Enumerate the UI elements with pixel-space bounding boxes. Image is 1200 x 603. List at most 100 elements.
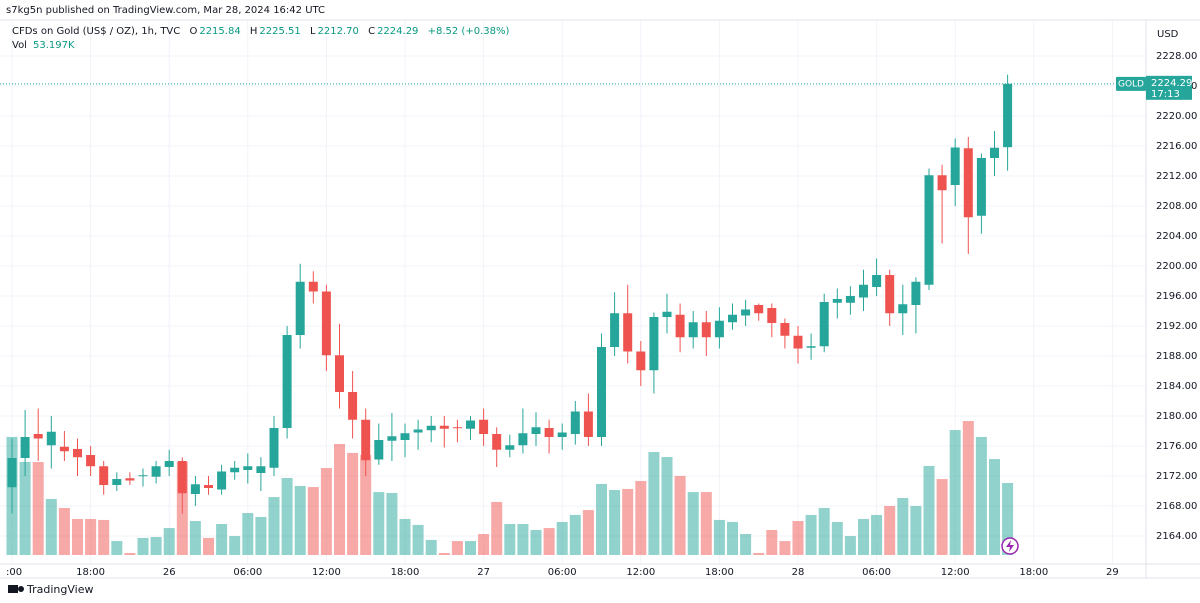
volume-bar [98,519,110,555]
currency: USD [1157,29,1179,40]
legend-row: CFDs on Gold (US$ / OZ), 1h, TVC O 2215.8… [12,26,515,37]
volume-bar [740,534,752,555]
candle-body [452,427,462,429]
candle-body [282,335,292,428]
volume-bar [451,541,463,555]
x-tick-label: :00 [6,567,22,578]
volume-bar [111,541,123,555]
candle-body [623,313,633,352]
candle-body [400,433,410,440]
logo-icon [8,585,24,593]
volume-bar [569,514,581,555]
volume-bar [19,462,31,555]
candle-body [492,434,502,450]
y-tick-label: 2212.00 [1156,171,1197,182]
candle-body [125,478,135,481]
candle-body [963,148,973,218]
candle-body [557,432,567,437]
candle-body [819,302,829,347]
last-price: 2224.29 [1151,78,1192,89]
x-tick-label: 26 [163,567,176,578]
candle-body [439,425,449,429]
candle-body [46,431,56,446]
candle-body [898,304,908,314]
volume-bar [307,487,319,555]
candle-body [583,411,593,437]
candle-body [243,466,253,470]
volume-bar [648,451,660,555]
volume-bar [137,537,149,555]
candle-body [636,351,646,371]
x-tick-label: 18:00 [391,567,420,578]
candle-body [230,467,240,473]
candle-body [505,445,515,450]
volume-bar [635,480,647,555]
candle-body [73,449,82,458]
volume-bar [831,521,843,555]
volume-bar [700,492,712,555]
candle-body [570,411,580,434]
x-tick-label: 18:00 [76,567,105,578]
x-tick-label: 29 [1106,567,1119,578]
y-tick-label: 2208.00 [1156,201,1197,212]
volume-bar [386,493,398,555]
volume-bar [255,516,267,555]
y-tick-label: 2204.00 [1156,231,1197,242]
ohlc-label: C [368,26,376,37]
volume-bar [320,467,332,555]
y-tick-label: 2192.00 [1156,321,1197,332]
candle-body [361,419,371,461]
volume-bar [923,465,935,555]
volume-bar [949,430,961,555]
candle-body [112,479,122,485]
candle-body [20,437,30,458]
volume-bar [189,521,201,555]
volume-legend: Vol 53.197K [12,40,81,51]
candle-body [950,147,960,185]
y-tick-label: 2176.00 [1156,441,1197,452]
volume-bar [910,506,922,555]
volume-bar [609,490,621,555]
candle-body [911,281,921,305]
x-tick-label: 06:00 [548,567,577,578]
y-tick-label: 2200.00 [1156,261,1197,272]
candle-body [990,147,999,158]
ohlc-value: 2215.84 [199,26,241,37]
alert-icon[interactable] [1001,537,1019,555]
volume-bar [622,488,634,555]
ohlc-value: 2225.51 [259,26,301,37]
ticker-tag [1116,76,1146,91]
volume-bar [884,506,896,555]
candle-body [138,475,148,477]
y-tick-label: 2220.00 [1156,111,1197,122]
volume-bar [85,518,97,555]
volume-bar [687,492,699,555]
candle-body [466,420,475,429]
grid [0,20,1146,564]
volume-bar [491,501,503,555]
candle-body [217,471,227,490]
volume-bar [32,462,44,555]
y-tick-label: 2188.00 [1156,351,1197,362]
volume-bar [268,497,280,555]
candle-body [59,446,69,452]
candle-body [151,466,161,477]
ohlc-value: 2224.29 [377,26,419,37]
candle-body [295,281,305,335]
ohlc-label: H [249,26,258,37]
volume-bar [530,529,542,555]
candle-body [518,433,528,446]
volume-bar [294,485,306,555]
volume-bar [779,541,791,555]
volume-bar [399,518,411,555]
volume-bar [989,459,1000,555]
volume-bar [216,524,228,555]
y-tick-label: 2196.00 [1156,291,1197,302]
x-tick-label: 28 [792,567,805,578]
volume-bar [805,514,817,555]
volume-bar [438,552,450,555]
volume-bar [962,421,974,555]
candle-body [767,308,777,323]
